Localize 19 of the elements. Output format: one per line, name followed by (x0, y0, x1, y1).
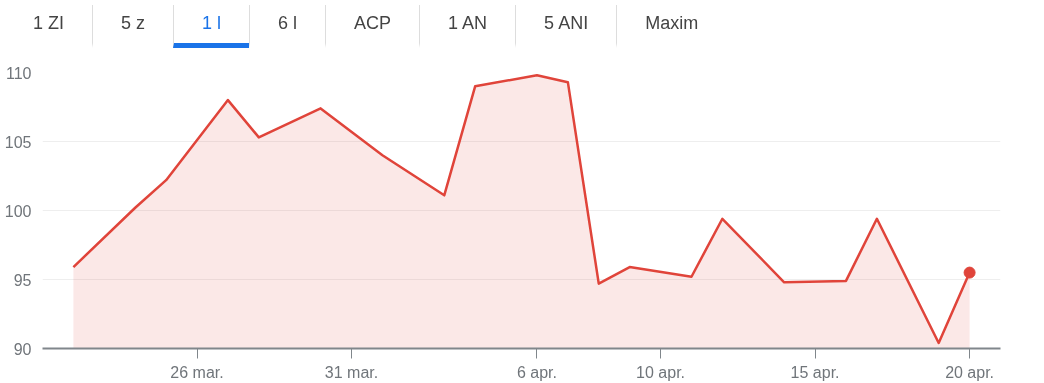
text: ACP (325, 5, 420, 48)
x-tick-label: 20 apr. (945, 363, 995, 381)
text: 1 AN (419, 5, 516, 48)
x-tick-label: 10 apr. (636, 363, 686, 381)
text: 5 ANI (515, 5, 617, 48)
y-tick-label: 100 (4, 202, 32, 220)
y-tick-label: 110 (5, 64, 32, 82)
text: Maxim (616, 5, 727, 48)
text: 1 l (173, 5, 250, 48)
x-tick-label: 6 apr. (516, 363, 557, 381)
text: 6 l (249, 5, 326, 48)
y-tick-label: 105 (4, 133, 32, 151)
y-tick-label: 90 (13, 340, 32, 358)
y-tick-label: 95 (13, 271, 32, 289)
text: 5 z (92, 5, 174, 48)
x-tick-label: 15 apr. (790, 363, 840, 381)
x-tick-label: 26 mar. (170, 363, 224, 381)
x-tick-label: 31 mar. (324, 363, 379, 381)
text: 1 ZI (32, 12, 65, 35)
